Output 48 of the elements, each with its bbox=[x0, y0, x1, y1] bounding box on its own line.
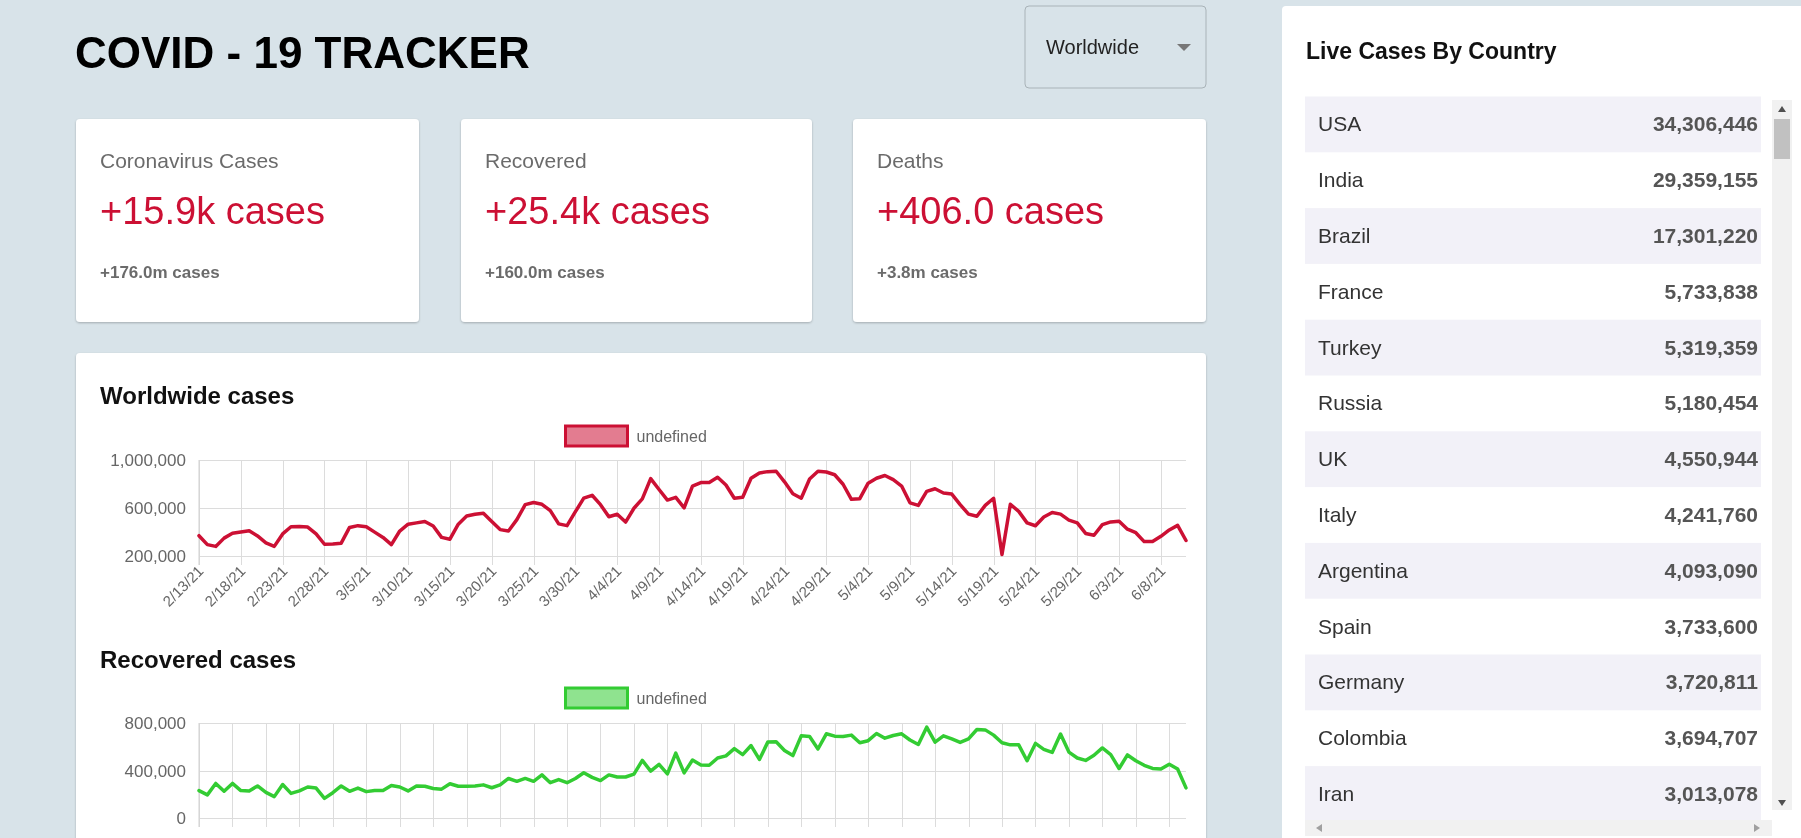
y-tick-label: 400,000 bbox=[124, 761, 186, 781]
legend-label: undefined bbox=[636, 428, 707, 445]
text: 29,359,155 bbox=[1652, 168, 1758, 192]
category-label: Brazil bbox=[1318, 224, 1371, 247]
text: +176.0m cases bbox=[100, 263, 220, 282]
text: +406.0 cases bbox=[877, 190, 1105, 232]
text: +160.0m cases bbox=[485, 263, 605, 282]
y-tick-label: 200,000 bbox=[124, 547, 186, 566]
category-label: USA bbox=[1318, 112, 1362, 136]
y-tick-label: 1,000,000 bbox=[110, 451, 186, 470]
chart-title: Recovered cases bbox=[100, 646, 297, 673]
text: 4,241,760 bbox=[1664, 503, 1758, 526]
category-label: Russia bbox=[1318, 391, 1383, 415]
category-label: Iran bbox=[1318, 782, 1355, 805]
category-label: Spain bbox=[1318, 614, 1372, 638]
text: 4,093,090 bbox=[1664, 558, 1758, 582]
category-label: Argentina bbox=[1318, 558, 1409, 582]
text: +3.8m cases bbox=[877, 263, 978, 282]
category-label: France bbox=[1318, 279, 1384, 303]
text: 5,319,359 bbox=[1664, 335, 1758, 359]
text: 5,733,838 bbox=[1664, 279, 1758, 303]
category-label: Colombia bbox=[1318, 726, 1408, 750]
y-tick-label: 800,000 bbox=[124, 714, 186, 733]
category-label: India bbox=[1318, 168, 1364, 192]
text: 5,180,454 bbox=[1664, 391, 1758, 415]
text: COVID - 19 TRACKER bbox=[75, 28, 530, 77]
text: 34,306,446 bbox=[1652, 112, 1758, 136]
category-label: Turkey bbox=[1318, 335, 1382, 359]
text: 3,694,707 bbox=[1664, 726, 1758, 750]
text: +25.4k cases bbox=[485, 190, 710, 232]
chart-title: Worldwide cases bbox=[100, 382, 295, 409]
category-label: Italy bbox=[1318, 503, 1358, 526]
text: 3,720,811 bbox=[1665, 670, 1758, 694]
text: Deaths bbox=[877, 149, 944, 172]
text: 3,733,600 bbox=[1664, 614, 1758, 638]
category-label: UK bbox=[1318, 447, 1348, 471]
legend-label: undefined bbox=[636, 690, 707, 707]
text: Worldwide bbox=[1046, 36, 1139, 58]
text: 3,013,078 bbox=[1664, 782, 1758, 805]
text: Recovered bbox=[485, 149, 587, 172]
text: 4,550,944 bbox=[1664, 447, 1758, 471]
text: +15.9k cases bbox=[100, 190, 325, 232]
y-tick-label: 0 bbox=[176, 809, 186, 828]
text: Live Cases By Country bbox=[1306, 38, 1557, 64]
category-label: Germany bbox=[1318, 670, 1405, 694]
text: 17,301,220 bbox=[1652, 224, 1758, 247]
y-tick-label: 600,000 bbox=[124, 499, 186, 518]
text: Coronavirus Cases bbox=[100, 149, 279, 172]
